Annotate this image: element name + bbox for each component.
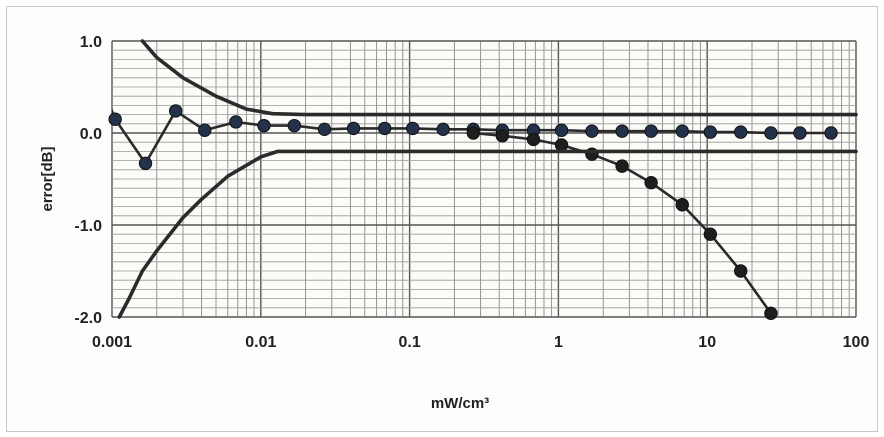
x-tick-label: 100: [843, 334, 870, 351]
data-point-series-1: [764, 126, 778, 140]
data-point-series-2: [644, 175, 658, 190]
data-point-series-1: [793, 126, 807, 140]
data-point-series-2: [703, 227, 718, 241]
data-point-series-1: [703, 125, 718, 139]
x-tick-label: 0.01: [245, 334, 276, 351]
data-point-series-1: [734, 125, 748, 139]
x-tick-label: 0.1: [398, 334, 420, 351]
data-point-series-1: [377, 121, 392, 136]
series-line-4: [117, 149, 858, 319]
data-point-series-2: [764, 306, 778, 321]
data-point-series-1: [287, 118, 302, 133]
data-point-series-1: [554, 123, 569, 137]
data-point-series-2: [554, 138, 569, 152]
y-axis-title: error[dB]: [39, 146, 56, 211]
data-point-series-1: [615, 124, 629, 138]
data-point-series-1: [585, 124, 599, 138]
x-tick-label: 1: [554, 334, 563, 351]
data-point-series-2: [495, 129, 510, 143]
data-point-series-1: [675, 124, 689, 138]
data-point-series-1: [346, 121, 361, 136]
data-point-series-1: [317, 122, 332, 137]
data-point-series-1: [138, 156, 153, 171]
data-point-series-1: [824, 126, 838, 140]
x-axis-title: mW/cm³: [431, 395, 489, 412]
tick-labels: 0.001 0.01 0.1 1 10 100 1.0 0.0 -1.0 -2.0: [74, 34, 869, 351]
y-tick-label: 1.0: [80, 34, 102, 51]
data-point-series-2: [526, 132, 541, 147]
x-tick-label: 0.001: [92, 334, 132, 351]
y-tick-label: -1.0: [74, 218, 102, 235]
data-point-series-1: [108, 112, 122, 126]
data-point-series-1: [406, 121, 420, 136]
series-line-3: [140, 39, 858, 117]
data-point-series-1: [198, 123, 212, 137]
data-point-series-1: [644, 124, 658, 138]
y-tick-label: -2.0: [74, 310, 102, 327]
data-point-series-1: [169, 104, 183, 118]
data-point-series-2: [675, 198, 689, 212]
data-point-series-1: [436, 122, 450, 137]
data-point-series-1: [229, 115, 243, 129]
series-layer: [108, 39, 858, 321]
data-point-series-2: [615, 159, 629, 173]
data-point-series-2: [466, 126, 481, 140]
y-tick-label: 0.0: [80, 126, 102, 143]
data-point-series-2: [734, 264, 748, 278]
x-tick-label: 10: [698, 334, 716, 351]
data-point-series-1: [257, 118, 271, 133]
